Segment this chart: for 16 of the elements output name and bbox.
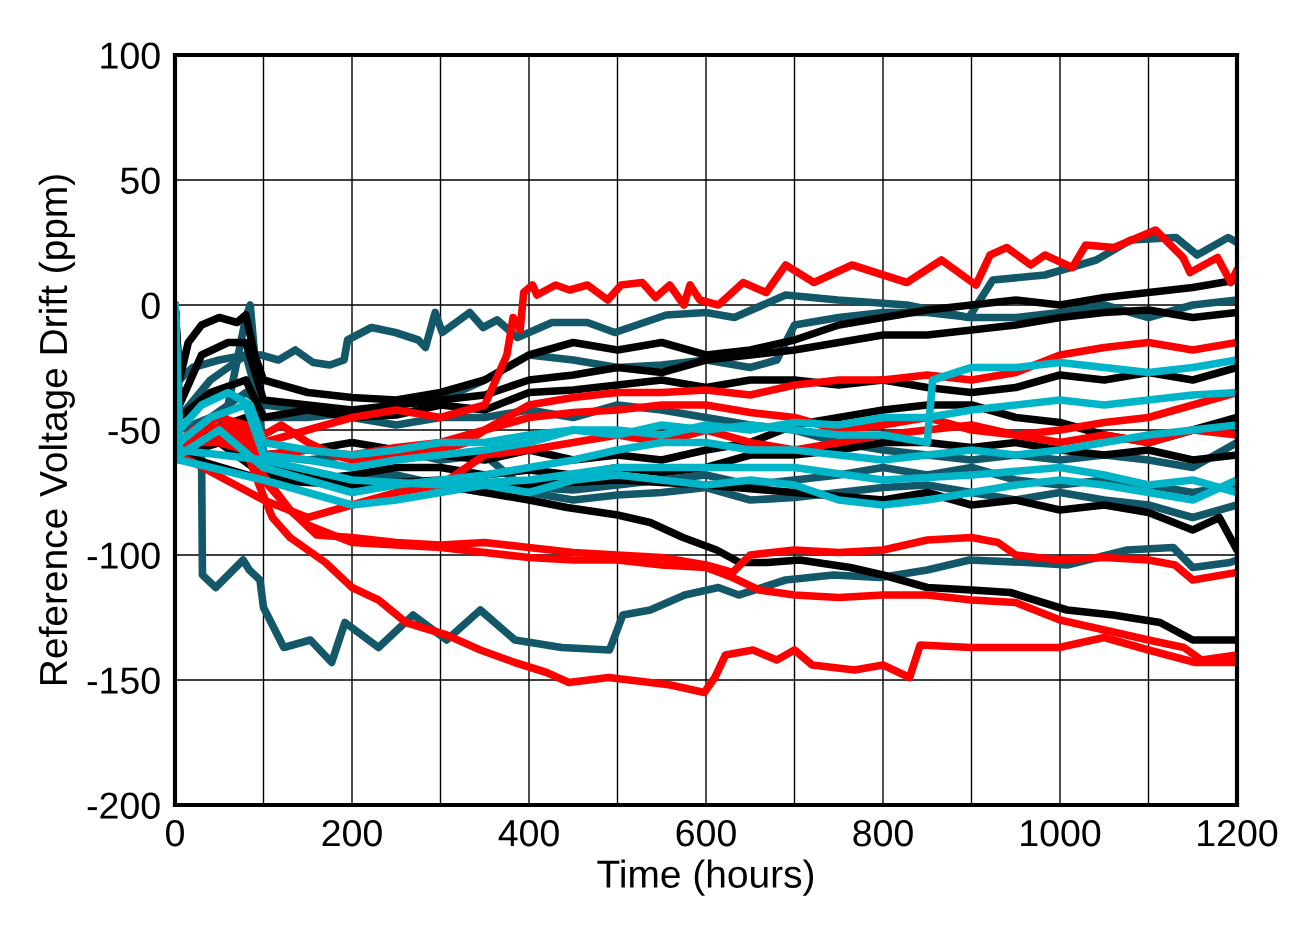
y-tick-label: -100 xyxy=(87,542,160,569)
x-axis-title: Time (hours) xyxy=(597,859,814,896)
x-tick-label: 1000 xyxy=(1021,819,1101,847)
x-tick-label: 200 xyxy=(322,819,382,847)
x-tick-label: 1200 xyxy=(1198,819,1278,847)
y-tick-label: 100 xyxy=(101,42,160,69)
x-tick-label: 600 xyxy=(676,819,736,847)
y-tick-label: -150 xyxy=(87,667,160,694)
y-tick-label: -50 xyxy=(108,417,160,444)
x-tick-label: 800 xyxy=(853,819,913,847)
y-tick-label: 50 xyxy=(120,167,160,194)
y-tick-label: 0 xyxy=(141,292,160,319)
x-tick-label: 0 xyxy=(166,819,184,847)
y-axis-title: Reference Voltage Drift (ppm) xyxy=(38,175,75,685)
x-tick-label: 400 xyxy=(498,819,559,847)
y-tick-label: -200 xyxy=(87,792,160,819)
